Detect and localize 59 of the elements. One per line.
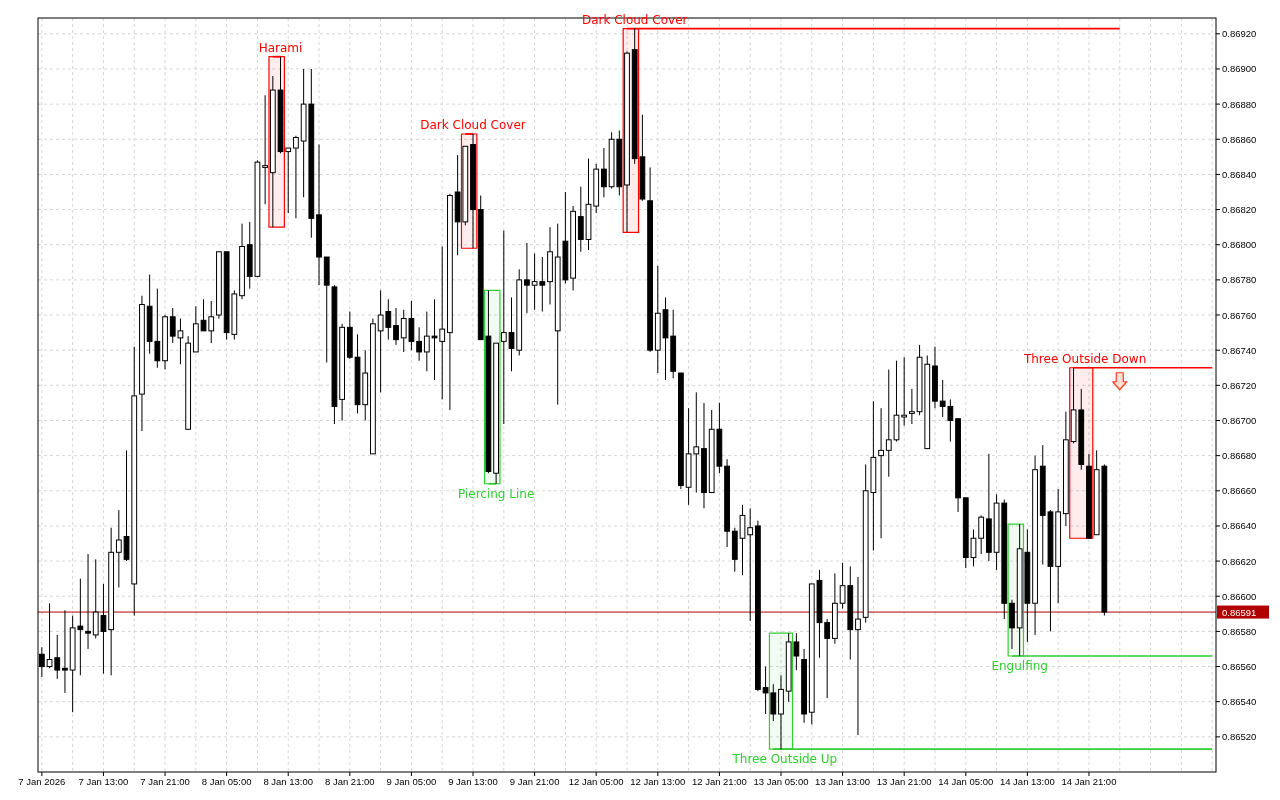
- x-tick-label: 8 Jan 21:00: [325, 776, 375, 787]
- x-tick-label: 9 Jan 05:00: [386, 776, 437, 787]
- candlestick: [524, 242, 530, 314]
- x-tick-label: 9 Jan 13:00: [448, 776, 498, 787]
- y-tick-label: 0.86600: [1222, 590, 1257, 602]
- candlestick: [262, 94, 269, 205]
- x-tick-label: 13 Jan 05:00: [753, 776, 809, 787]
- x-tick-label: 8 Jan 05:00: [201, 776, 252, 787]
- y-tick-label: 0.86860: [1222, 133, 1257, 145]
- series-label: Harami: [258, 40, 303, 55]
- y-tick-label: 0.86780: [1222, 274, 1257, 286]
- y-tick-label: 0.86700: [1222, 414, 1257, 426]
- candlestick: [855, 576, 861, 736]
- candlestick: [878, 407, 884, 539]
- candlestick: [393, 307, 399, 346]
- y-tick-label: 0.86660: [1222, 485, 1257, 497]
- y-tick-label: 0.86680: [1222, 450, 1257, 462]
- x-tick-label: 12 Jan 21:00: [691, 776, 747, 787]
- series-label: Dark Cloud Cover: [581, 12, 688, 27]
- x-tick-label: 12 Jan 13:00: [630, 776, 686, 787]
- x-tick-label: 7 Jan 13:00: [78, 776, 129, 787]
- x-tick-label: 13 Jan 21:00: [876, 776, 932, 787]
- y-tick-label: 0.86880: [1222, 98, 1257, 110]
- candlestick: [908, 388, 915, 425]
- x-tick-label: 14 Jan 21:00: [1061, 776, 1117, 787]
- candlestick: [601, 147, 607, 198]
- x-tick-label: 14 Jan 05:00: [938, 776, 994, 787]
- y-tick-label: 0.86820: [1222, 204, 1257, 216]
- candlestick: [85, 553, 91, 650]
- x-tick-label: 8 Jan 13:00: [263, 776, 314, 787]
- y-tick-label: 0.86620: [1222, 555, 1257, 567]
- y-tick-label: 0.86720: [1222, 379, 1257, 391]
- y-tick-label: 0.86520: [1222, 731, 1257, 743]
- x-tick-label: 7 Jan 2026: [18, 776, 66, 787]
- y-tick-label: 0.86900: [1222, 63, 1257, 75]
- series-label: Engulfing: [991, 659, 1048, 673]
- x-tick-label: 7 Jan 21:00: [140, 776, 190, 787]
- y-tick-label: 0.86560: [1222, 661, 1257, 673]
- y-tick-label: 0.86580: [1222, 625, 1257, 637]
- x-tick-label: 13 Jan 13:00: [815, 776, 871, 787]
- candlestick: [115, 509, 122, 588]
- series-label: Piercing Line: [457, 486, 535, 501]
- y-tick-label: 0.86740: [1222, 344, 1257, 356]
- series-label: Three Outside Up: [731, 752, 838, 767]
- y-tick-label: 0.86800: [1222, 239, 1257, 251]
- candlestick: [293, 135, 299, 219]
- series-label: Dark Cloud Cover: [420, 118, 526, 132]
- x-tick-label: 14 Jan 13:00: [999, 776, 1055, 787]
- x-tick-label: 12 Jan 05:00: [568, 776, 624, 787]
- ref-line-label: 0.86591: [1222, 606, 1257, 618]
- y-tick-label: 0.86920: [1222, 28, 1257, 40]
- candlestick: [416, 326, 422, 362]
- candlestick: [62, 609, 68, 694]
- series-label: Three Outside Down: [1022, 351, 1147, 366]
- y-tick-label: 0.86840: [1222, 168, 1257, 180]
- y-tick-label: 0.86640: [1222, 520, 1257, 532]
- y-tick-label: 0.86540: [1222, 696, 1257, 708]
- y-tick-label: 0.86760: [1222, 309, 1257, 321]
- x-tick-label: 9 Jan 21:00: [509, 776, 560, 787]
